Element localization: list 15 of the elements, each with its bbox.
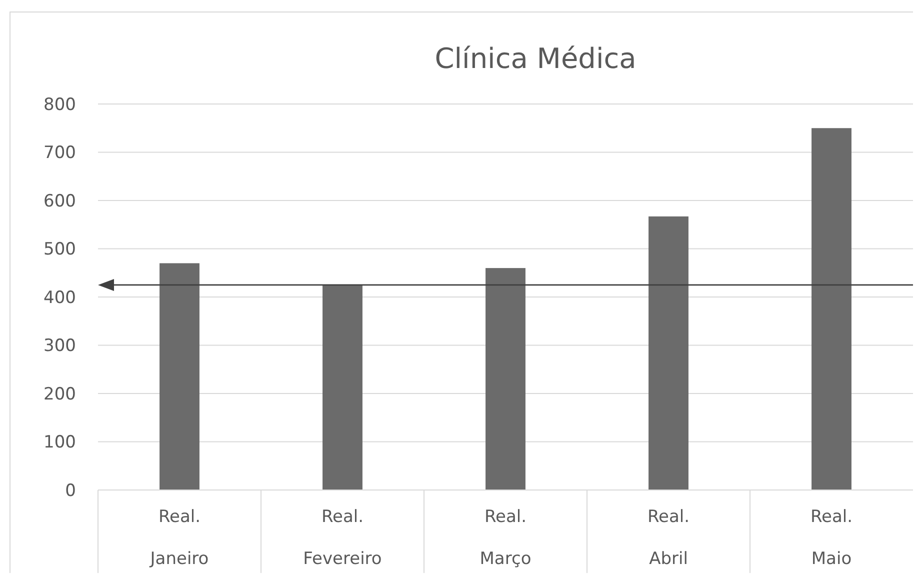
y-tick-label: 300 (44, 336, 76, 356)
y-tick-label: 500 (44, 240, 76, 260)
category-label: Real. Maio (810, 507, 853, 569)
category-label: Real. Janeiro (150, 507, 209, 569)
y-tick-label: 700 (44, 143, 76, 164)
category-label: Real. Abril (647, 507, 690, 569)
y-tick-label: 800 (44, 94, 76, 115)
chart-title: Clínica Médica (434, 42, 636, 75)
y-tick-label: 100 (44, 432, 76, 453)
y-tick-label: 400 (44, 288, 76, 308)
category-label: Real. Fevereiro (303, 507, 382, 569)
y-tick-label: 600 (44, 191, 76, 212)
y-tick-label: 200 (44, 384, 76, 404)
y-tick-label: 0 (65, 480, 76, 501)
category-label: Real. Março (480, 507, 532, 569)
